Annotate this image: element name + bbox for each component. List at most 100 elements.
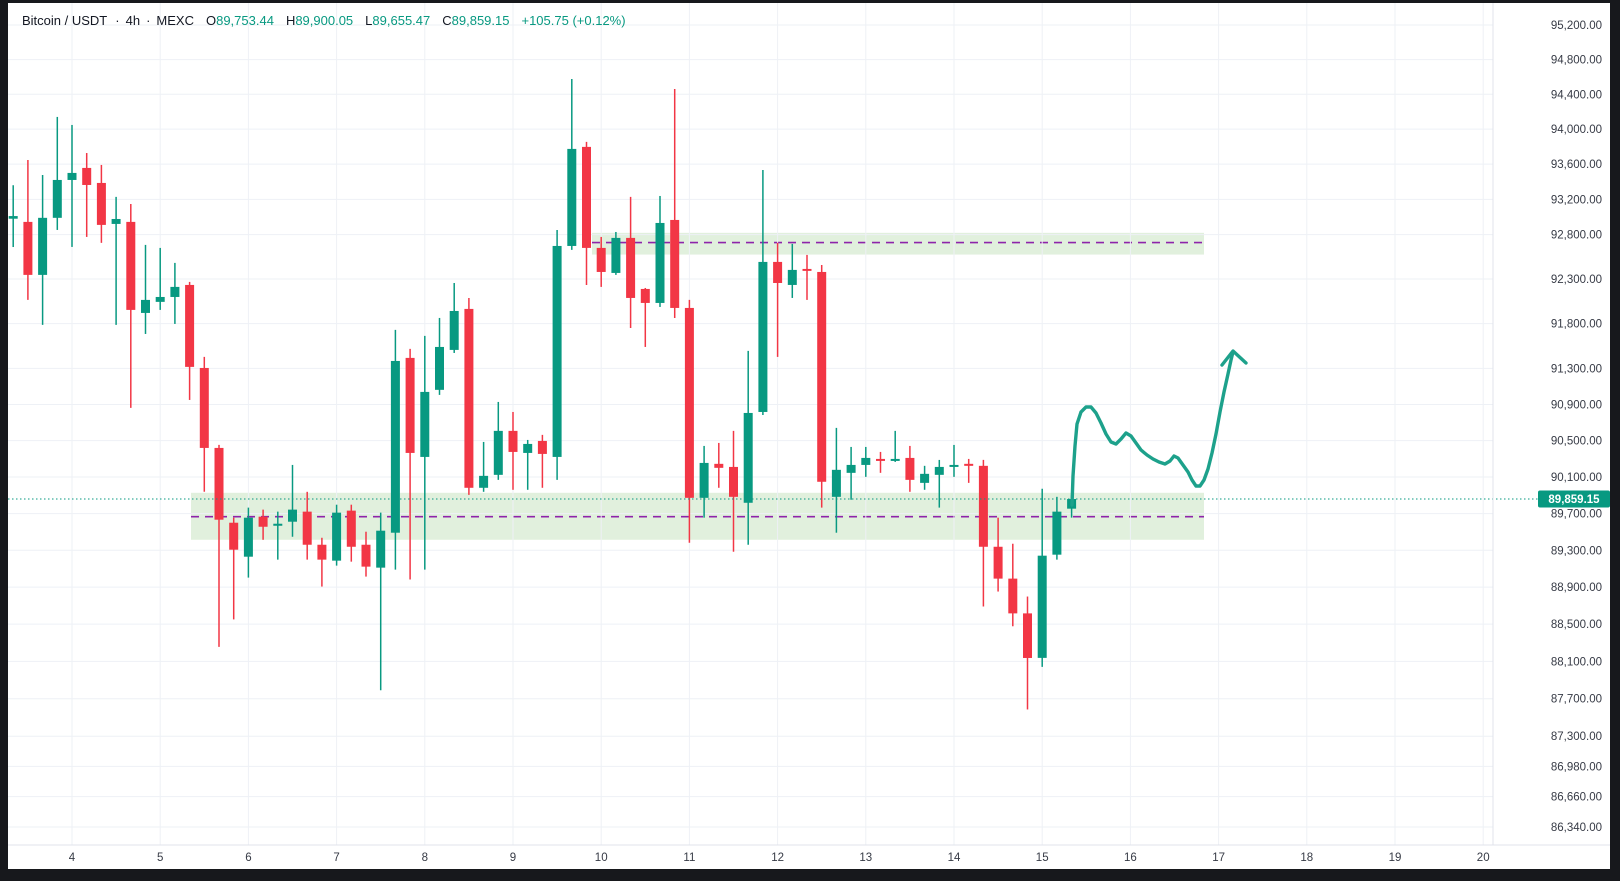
candle[interactable] [346, 504, 356, 562]
price-tick-label: 89,300.00 [1551, 545, 1602, 557]
candle[interactable] [390, 329, 400, 570]
candles-layer[interactable] [8, 78, 1077, 710]
candle[interactable] [655, 195, 665, 307]
candle[interactable] [964, 458, 974, 483]
candle[interactable] [1023, 596, 1032, 710]
candle[interactable] [332, 504, 342, 566]
candle[interactable] [479, 441, 489, 492]
candle[interactable] [420, 335, 430, 570]
time-tick-label: 5 [157, 852, 163, 864]
candle[interactable] [978, 459, 988, 607]
candle[interactable] [258, 509, 268, 540]
projection-arrow[interactable] [1070, 349, 1248, 507]
candle[interactable] [905, 445, 915, 492]
candle[interactable] [288, 464, 297, 537]
candle[interactable] [523, 439, 533, 490]
candle[interactable] [640, 287, 650, 347]
candle[interactable] [817, 264, 827, 508]
candle[interactable] [435, 317, 444, 395]
candle[interactable] [229, 517, 239, 620]
candle[interactable] [861, 446, 871, 477]
candle[interactable] [23, 159, 33, 300]
candle[interactable] [1037, 488, 1047, 667]
candle-body [390, 360, 400, 533]
candle[interactable] [464, 297, 474, 495]
candle[interactable] [920, 465, 930, 490]
candle[interactable] [1008, 543, 1018, 627]
symbol-name[interactable]: Bitcoin / USDT [22, 13, 108, 28]
time-tick-label: 17 [1212, 852, 1225, 864]
time-axis[interactable]: 4 5 6 7 8 9 10 11 12 13 14 15 16 17 18 19 20 [69, 852, 1490, 864]
candle[interactable] [934, 459, 944, 508]
candle[interactable] [405, 348, 415, 580]
candle[interactable] [699, 445, 709, 518]
candle[interactable] [185, 281, 195, 400]
candle[interactable] [758, 169, 768, 415]
candle[interactable] [567, 78, 577, 250]
candle[interactable] [493, 401, 503, 480]
candle-body [743, 412, 753, 503]
candle[interactable] [126, 203, 136, 408]
candle-body [155, 296, 165, 302]
candle[interactable] [111, 196, 121, 325]
candle[interactable] [626, 196, 636, 328]
price-tick-label: 91,800.00 [1551, 319, 1602, 331]
candle-body [523, 443, 533, 453]
candle[interactable] [611, 231, 621, 275]
candle[interactable] [949, 444, 959, 477]
candle[interactable] [743, 350, 753, 545]
candle[interactable] [317, 537, 327, 587]
price-tick-label: 86,660.00 [1551, 792, 1602, 804]
candle[interactable] [361, 531, 371, 577]
candle[interactable] [243, 507, 253, 578]
candle[interactable] [876, 451, 885, 473]
supply-zone[interactable] [592, 232, 1204, 255]
candle[interactable] [729, 430, 738, 552]
timeframe-label[interactable]: 4h [125, 13, 141, 28]
candle[interactable] [773, 242, 783, 357]
candle[interactable] [684, 299, 694, 543]
candle[interactable] [170, 262, 180, 324]
candle[interactable] [199, 356, 209, 492]
candle[interactable] [302, 491, 312, 560]
candle[interactable] [596, 236, 606, 287]
candle-body [170, 286, 180, 297]
demand-zone[interactable] [191, 492, 1204, 540]
candle-body [890, 458, 900, 461]
candle[interactable] [846, 446, 856, 500]
candle[interactable] [8, 185, 18, 248]
candle[interactable] [38, 174, 48, 325]
candle[interactable] [52, 116, 62, 230]
candle[interactable] [508, 411, 518, 490]
candle[interactable] [67, 124, 77, 247]
symbol-legend[interactable]: Bitcoin / USDT · 4h · MEXC O89,753.44 H8… [22, 13, 626, 28]
candle[interactable] [787, 243, 797, 298]
supply-zone-fill[interactable] [592, 232, 1204, 255]
candle[interactable] [993, 517, 1003, 592]
candle[interactable] [802, 254, 812, 300]
candle[interactable] [449, 282, 459, 353]
candle[interactable] [582, 141, 591, 285]
candle[interactable] [890, 430, 900, 462]
candle[interactable] [273, 511, 283, 560]
candle[interactable] [376, 512, 386, 691]
candle[interactable] [214, 444, 224, 647]
candle-body [537, 440, 547, 454]
high-value: 89,900.05 [295, 13, 354, 28]
candle[interactable] [1052, 496, 1062, 560]
candle[interactable] [714, 442, 724, 488]
candle[interactable] [831, 427, 841, 533]
candle[interactable] [670, 88, 680, 318]
candle[interactable] [96, 164, 106, 243]
candle[interactable] [552, 229, 562, 480]
candle[interactable] [155, 247, 165, 310]
candle-body [582, 146, 591, 248]
candle[interactable] [82, 153, 92, 237]
candle[interactable] [141, 244, 150, 334]
projection-curve[interactable] [1070, 350, 1235, 507]
time-tick-label: 16 [1124, 852, 1137, 864]
price-axis[interactable]: 95,200.00 94,800.00 94,400.00 94,000.00 93,6… [1538, 20, 1610, 834]
candle[interactable] [537, 434, 547, 488]
